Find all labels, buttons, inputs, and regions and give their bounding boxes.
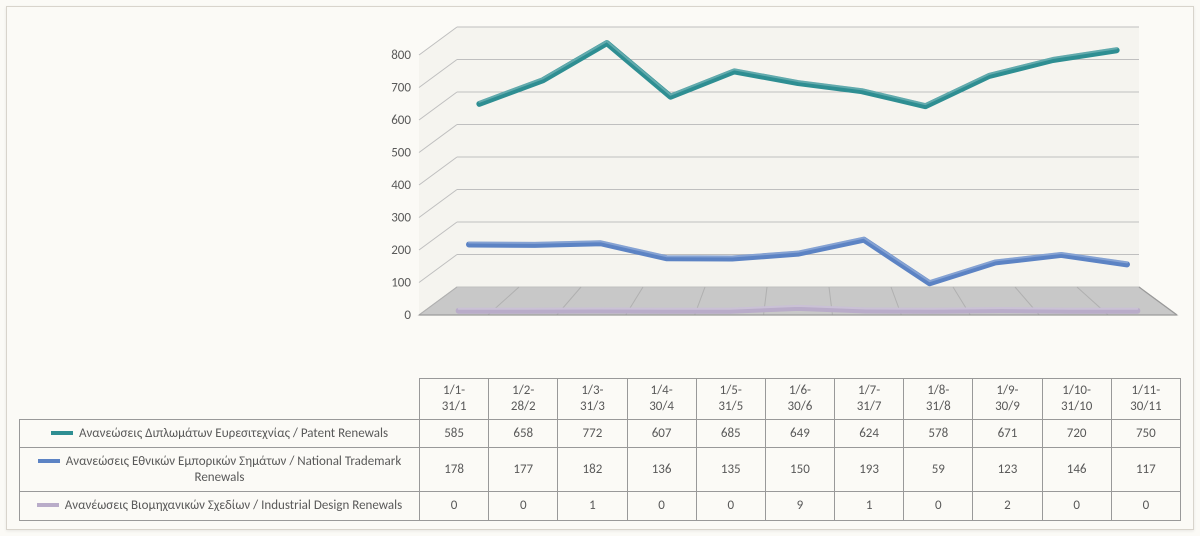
chart-frame: 0100200300400500600700800 1/1-31/11/2-28… <box>6 6 1194 530</box>
series-name-text: Ανανέωσεις Βιομηχανικών Σχεδίων / Indust… <box>65 498 402 513</box>
data-cell: 720 <box>1042 419 1111 448</box>
svg-text:100: 100 <box>391 276 411 291</box>
data-cell: 193 <box>835 448 904 492</box>
category-header: 1/8-31/8 <box>904 379 973 419</box>
data-cell: 0 <box>627 492 696 521</box>
data-cell: 1 <box>558 492 627 521</box>
data-cell: 585 <box>420 419 489 448</box>
category-header: 1/7-31/7 <box>835 379 904 419</box>
category-header: 1/3-31/3 <box>558 379 627 419</box>
data-cell: 607 <box>627 419 696 448</box>
chart-plot-area: 0 100 200 300 400 500 600 700 800 <box>19 17 1181 378</box>
data-cell: 0 <box>1042 492 1111 521</box>
svg-text:700: 700 <box>391 81 411 96</box>
data-cell: 578 <box>904 419 973 448</box>
data-cell: 182 <box>558 448 627 492</box>
data-cell: 117 <box>1111 448 1180 492</box>
data-cell: 0 <box>1111 492 1180 521</box>
series-label: Ανανέωσεις Βιομηχανικών Σχεδίων / Indust… <box>20 492 420 521</box>
data-cell: 1 <box>835 492 904 521</box>
data-cell: 0 <box>420 492 489 521</box>
data-cell: 136 <box>627 448 696 492</box>
data-cell: 135 <box>696 448 765 492</box>
data-cell: 671 <box>973 419 1042 448</box>
category-header: 1/5-31/5 <box>696 379 765 419</box>
legend-swatch <box>51 431 73 435</box>
data-cell: 123 <box>973 448 1042 492</box>
legend-swatch <box>37 503 59 507</box>
svg-text:400: 400 <box>391 178 411 193</box>
svg-text:200: 200 <box>391 243 411 258</box>
data-cell: 750 <box>1111 419 1180 448</box>
data-cell: 624 <box>835 419 904 448</box>
data-cell: 772 <box>558 419 627 448</box>
line-chart-svg: 0 100 200 300 400 500 600 700 800 <box>19 17 1179 347</box>
data-cell: 2 <box>973 492 1042 521</box>
data-cell: 685 <box>696 419 765 448</box>
data-cell: 0 <box>696 492 765 521</box>
category-header: 1/6-30/6 <box>765 379 834 419</box>
table-row: Ανανεώσεις Εθνικών Εμπορικών Σημάτων / N… <box>20 448 1181 492</box>
svg-text:800: 800 <box>391 48 411 63</box>
series-name-text: Ανανεώσεις Εθνικών Εμπορικών Σημάτων / N… <box>66 454 401 485</box>
category-header: 1/11-30/11 <box>1111 379 1180 419</box>
category-header: 1/4-30/4 <box>627 379 696 419</box>
data-cell: 178 <box>420 448 489 492</box>
series-label: Ανανεώσεις Διπλωμάτων Ευρεσιτεχνίας / Pa… <box>20 419 420 448</box>
category-header: 1/1-31/1 <box>420 379 489 419</box>
legend-swatch <box>38 459 60 463</box>
data-cell: 649 <box>765 419 834 448</box>
svg-text:0: 0 <box>404 308 411 323</box>
series-name-text: Ανανεώσεις Διπλωμάτων Ευρεσιτεχνίας / Pa… <box>79 426 388 441</box>
table-row: Ανανέωσεις Βιομηχανικών Σχεδίων / Indust… <box>20 492 1181 521</box>
data-cell: 0 <box>904 492 973 521</box>
category-header: 1/2-28/2 <box>489 379 558 419</box>
series-label: Ανανεώσεις Εθνικών Εμπορικών Σημάτων / N… <box>20 448 420 492</box>
data-table: 1/1-31/11/2-28/21/3-31/31/4-30/41/5-31/5… <box>19 378 1181 521</box>
data-cell: 146 <box>1042 448 1111 492</box>
data-cell: 59 <box>904 448 973 492</box>
svg-text:600: 600 <box>391 113 411 128</box>
svg-text:500: 500 <box>391 146 411 161</box>
data-cell: 658 <box>489 419 558 448</box>
svg-text:300: 300 <box>391 211 411 226</box>
table-corner <box>20 379 420 419</box>
category-header: 1/10-31/10 <box>1042 379 1111 419</box>
data-cell: 150 <box>765 448 834 492</box>
data-cell: 0 <box>489 492 558 521</box>
table-row: Ανανεώσεις Διπλωμάτων Ευρεσιτεχνίας / Pa… <box>20 419 1181 448</box>
category-header: 1/9-30/9 <box>973 379 1042 419</box>
data-cell: 9 <box>765 492 834 521</box>
data-cell: 177 <box>489 448 558 492</box>
